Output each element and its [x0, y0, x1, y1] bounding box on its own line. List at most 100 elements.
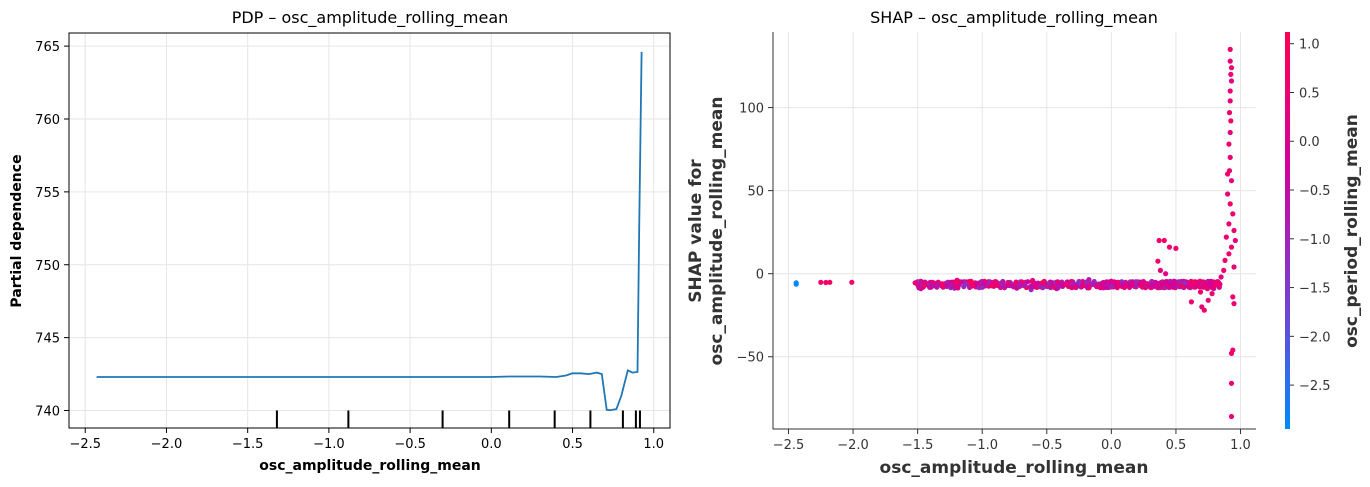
shap-point [1125, 282, 1131, 288]
shap-point [1227, 58, 1233, 64]
shap-y-ticks: −50 0 50 100 [737, 102, 773, 366]
shap-point [929, 279, 935, 285]
shap-point [1218, 274, 1224, 280]
shap-point [1022, 282, 1028, 288]
shap-point [1108, 284, 1114, 290]
pdp-y-tick-label: 765 [35, 40, 60, 55]
shap-point [1161, 237, 1167, 244]
shap-point [1227, 129, 1233, 136]
shap-x-tick-label: 1.0 [1230, 438, 1251, 453]
shap-y-axis-label-line2: osc_amplitude_rolling_mean [707, 97, 727, 366]
shap-point [1076, 278, 1082, 285]
colorbar-tick-label: −2.5 [1299, 379, 1331, 394]
pdp-y-axis-label: Partial dependence [9, 154, 25, 307]
pdp-y-tick-label: 760 [35, 113, 60, 128]
pdp-x-tick-label: 0.0 [481, 437, 502, 452]
shap-point [1055, 279, 1061, 285]
shap-point [1001, 284, 1007, 290]
shap-point [1228, 78, 1235, 84]
shap-y-tick-label: −50 [737, 351, 764, 366]
shap-point [1106, 279, 1112, 285]
shap-grid [773, 32, 1256, 429]
colorbar-tick-label: 0.0 [1299, 135, 1320, 150]
pdp-y-tick-label: 740 [35, 405, 60, 420]
shap-point [1157, 267, 1163, 273]
shap-point [1159, 280, 1165, 287]
colorbar-tick-label: −1.0 [1299, 233, 1331, 248]
shap-chart: SHAP – osc_amplitude_rolling_mean −2.5 −2… [686, 8, 1256, 478]
shap-point [1059, 279, 1065, 285]
shap-x-tick-label: −1.0 [966, 438, 998, 453]
shap-point [927, 284, 933, 290]
shap-x-tick-label: −0.5 [1031, 438, 1063, 453]
shap-point [1221, 267, 1227, 273]
pdp-x-axis-label: osc_amplitude_rolling_mean [259, 458, 480, 474]
shap-title: SHAP – osc_amplitude_rolling_mean [870, 8, 1158, 28]
shap-point [1164, 281, 1170, 287]
shap-point [974, 280, 980, 286]
shap-point [1149, 282, 1155, 288]
colorbar-ticks: −2.5 −2.0 −1.5 −1.0 −0.5 0.0 0.5 1.0 [1290, 38, 1331, 394]
shap-point [958, 279, 964, 285]
pdp-y-tick-label: 755 [35, 186, 60, 201]
shap-point [1223, 234, 1229, 240]
shap-point [1114, 285, 1120, 291]
shap-point [934, 284, 940, 290]
shap-point [1230, 294, 1236, 300]
shap-point [1152, 279, 1159, 285]
shap-point [1228, 413, 1235, 420]
colorbar-tick-label: −0.5 [1299, 184, 1331, 199]
shap-point [1222, 257, 1228, 263]
colorbar-tick-label: −2.0 [1299, 330, 1331, 345]
pdp-x-tick-label: −1.0 [313, 437, 345, 452]
shap-x-tick-label: 0.5 [1166, 438, 1187, 453]
shap-point [1227, 154, 1233, 160]
pdp-y-tick-label: 750 [35, 259, 60, 274]
shap-point [1000, 278, 1006, 285]
shap-point [1205, 297, 1211, 303]
shap-x-tick-label: 0.0 [1101, 438, 1122, 453]
shap-point [1197, 289, 1204, 295]
shap-x-tick-label: −2.0 [837, 438, 869, 453]
shap-point [1173, 245, 1179, 251]
shap-point [1231, 264, 1237, 270]
shap-point [823, 279, 829, 286]
shap-points [793, 46, 1238, 420]
pdp-x-ticks: −2.5 −2.0 −1.5 −1.0 −0.5 0.0 0.5 1.0 [69, 428, 664, 452]
shap-point [961, 284, 967, 290]
shap-point [1100, 279, 1106, 286]
shap-point [1228, 65, 1235, 71]
shap-point [1227, 46, 1233, 53]
pdp-x-tick-label: −2.5 [69, 437, 101, 452]
shap-point [1199, 304, 1205, 310]
shap-point [1144, 281, 1150, 287]
shap-point [1200, 279, 1206, 285]
pdp-y-ticks: 740 745 750 755 760 765 [35, 40, 69, 420]
shap-point [1029, 279, 1035, 285]
pdp-y-tick-label: 745 [35, 332, 60, 347]
shap-point [1209, 291, 1215, 297]
shap-point [1228, 380, 1235, 386]
pdp-grid [69, 33, 670, 428]
shap-point [1228, 350, 1235, 356]
shap-y-tick-label: 50 [747, 185, 764, 200]
shap-point [1225, 191, 1231, 197]
pdp-x-tick-label: −2.0 [151, 437, 183, 452]
shap-point [1005, 280, 1011, 286]
shap-point [1231, 301, 1237, 307]
shap-point [1228, 71, 1234, 77]
shap-x-ticks: −2.5 −2.0 −1.5 −1.0 −0.5 0.0 0.5 1.0 [773, 429, 1251, 453]
shap-x-tick-label: −1.5 [902, 438, 934, 453]
shap-point [1155, 258, 1161, 264]
shap-point [1046, 281, 1052, 287]
pdp-line [96, 51, 643, 412]
pdp-x-tick-label: 0.5 [562, 437, 583, 452]
colorbar-gradient [1285, 32, 1290, 429]
shap-point [1025, 279, 1031, 285]
shap-point [1156, 237, 1162, 244]
shap-point [1225, 171, 1231, 177]
shap-point [1228, 118, 1234, 124]
shap-point [1228, 178, 1235, 184]
shap-point [968, 281, 975, 288]
shap-point [1226, 141, 1232, 147]
